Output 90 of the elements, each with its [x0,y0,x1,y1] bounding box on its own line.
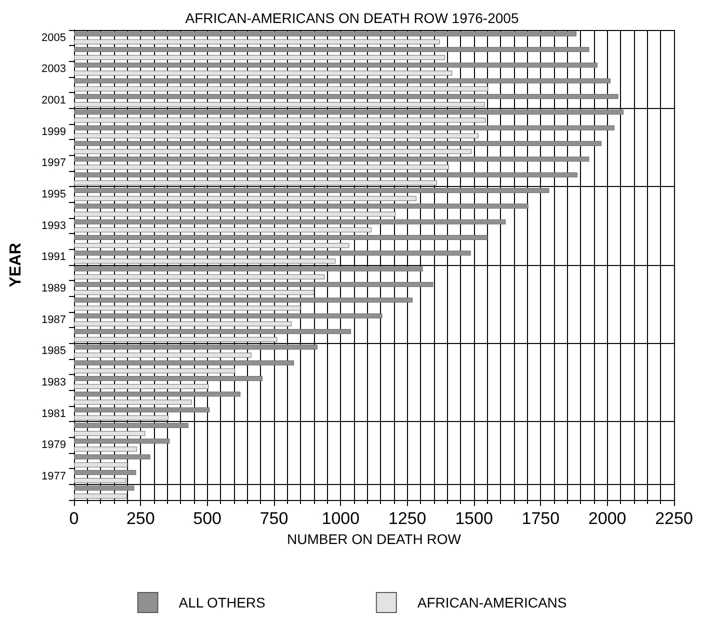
bar [74,290,314,295]
x-tick-label: 2250 [655,509,693,528]
bar [74,494,128,499]
legend-label: ALL OTHERS [178,594,266,610]
bar [74,352,252,358]
bar [74,204,528,209]
bar [74,62,598,68]
x-axis-title: NUMBER ON DEATH ROW [287,530,462,547]
chart-title: AFRICAN-AMERICANS ON DEATH ROW 1976-2005 [185,10,519,26]
bar [74,329,352,334]
y-tick-label: 1989 [42,282,66,294]
bar [74,470,136,475]
bar [74,415,168,420]
x-tick-label: 250 [126,509,155,528]
bar [74,118,486,123]
legend-label: AFRICAN-AMERICANS [417,594,567,610]
y-tick-label: 1987 [42,314,66,326]
bar [74,321,292,326]
bar [74,70,452,76]
bar [74,164,449,170]
bar [74,431,146,436]
x-tick-label: 1000 [322,509,360,528]
bar [74,250,471,256]
y-tick-label: 1979 [42,439,66,452]
bar [74,298,413,303]
bar [74,392,240,397]
y-tick-label: 1985 [42,345,66,358]
bar [74,133,479,138]
x-tick-label: 1250 [388,509,426,528]
x-tick-label: 750 [260,509,288,528]
bar [74,94,618,99]
y-tick-label: 1997 [42,157,66,170]
y-tick-label: 1993 [42,220,66,232]
x-tick-label: 500 [193,509,222,528]
y-tick-label: 2005 [42,32,66,44]
y-tick-label: 1999 [42,126,66,138]
bar [74,486,134,491]
y-tick-label: 1991 [42,251,66,264]
bar [74,235,488,240]
x-tick-label: 2000 [588,509,626,528]
bar [74,423,188,428]
bar [74,360,294,366]
bar [74,446,137,452]
bar [74,141,602,146]
bar [74,368,236,374]
bar [74,454,150,460]
x-tick-label: 0 [69,509,79,528]
bar [74,306,301,311]
bar [74,219,506,224]
y-tick-label: 1983 [42,376,66,388]
bar [74,188,550,193]
y-tick-label: 1995 [42,188,66,200]
bar [74,313,382,318]
bar [74,196,416,201]
bar [74,47,590,52]
bar [74,438,170,444]
bar [74,478,126,483]
bar [74,86,488,92]
bar [74,78,611,84]
bar [74,258,336,264]
bar [74,337,278,342]
bar [74,180,437,186]
bar [74,31,576,36]
x-tick-label: 1500 [455,509,493,528]
bar [74,149,472,154]
bar [74,110,624,115]
x-tick-label: 1750 [522,509,560,528]
bar [74,407,210,412]
bar [74,384,209,389]
bar [74,125,615,130]
bar [74,55,445,60]
bar [74,462,128,468]
bar [74,227,372,232]
bar [74,282,434,287]
bar [74,156,590,162]
y-tick-label: 1977 [42,470,66,482]
bar [74,400,192,405]
y-axis-title: YEAR [8,242,24,288]
bar [74,344,318,350]
bar [74,274,325,280]
bar [74,243,350,248]
y-tick-label: 2003 [42,63,66,76]
bar [74,102,485,107]
bar [74,172,578,178]
bar [74,376,263,381]
y-tick-label: 1981 [42,408,66,420]
bar [74,212,396,217]
y-tick-label: 2001 [42,94,66,106]
bar [74,39,440,44]
bar [74,266,423,272]
